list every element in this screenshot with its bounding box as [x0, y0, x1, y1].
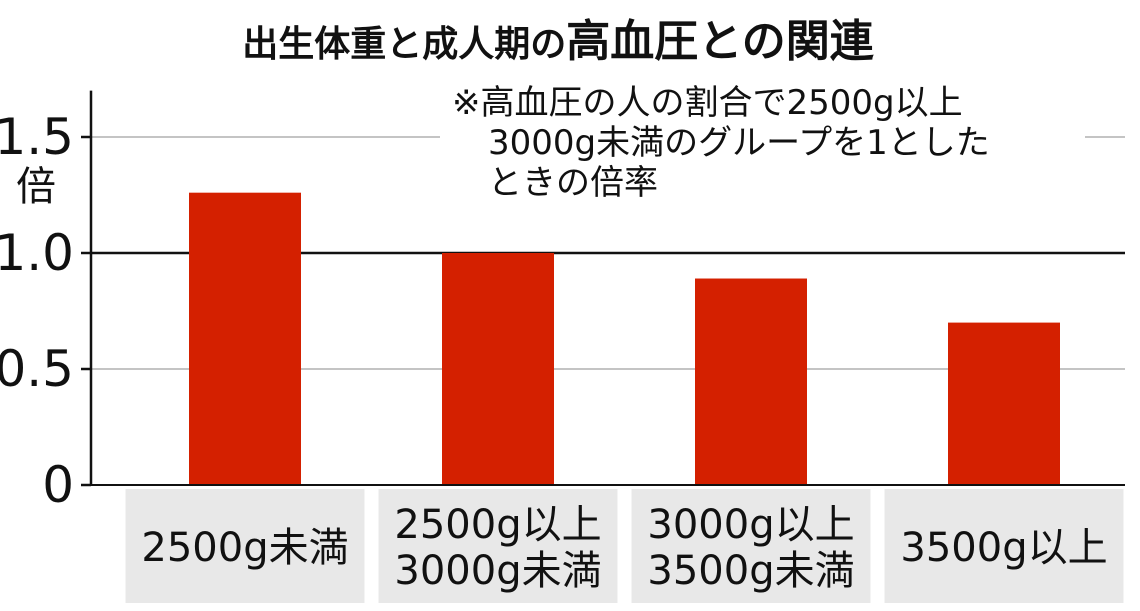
- svg-text:出生体重と成人期の高血圧との関連: 出生体重と成人期の高血圧との関連: [242, 16, 875, 67]
- category-box: [125, 489, 365, 603]
- y-axis: [81, 90, 1125, 487]
- category-label: 2500g未満: [141, 525, 348, 571]
- title-part-2: 高血圧との関連: [566, 16, 875, 67]
- category-label: 3000g未満: [394, 548, 601, 594]
- y-tick-label: 1.5: [0, 108, 74, 166]
- note-line: 3000g未満のグループを1とした: [488, 123, 990, 163]
- category-box: [378, 489, 618, 603]
- category-box: [884, 489, 1124, 603]
- y-tick-labels: 0 0.5 1.0 1.5: [0, 108, 74, 514]
- category-label: 3000g以上: [647, 502, 854, 548]
- title-part-1: 出生体重と成人期の: [242, 24, 566, 65]
- category-box: [631, 489, 871, 603]
- bar: [948, 322, 1060, 485]
- category-label: 2500g以上: [394, 502, 601, 548]
- bars: [189, 192, 1060, 485]
- chart-title: 出生体重と成人期の高血圧との関連: [242, 16, 875, 67]
- y-tick-label: 0: [42, 456, 74, 514]
- bar: [189, 192, 301, 485]
- category-label: 3500g以上: [900, 525, 1107, 571]
- y-tick-label: 0.5: [0, 340, 74, 398]
- y-axis-label: 倍: [16, 164, 56, 210]
- note-background: [440, 80, 1085, 200]
- bar: [442, 253, 554, 485]
- bar: [695, 278, 807, 485]
- note-line: ※高血圧の人の割合で2500g以上: [452, 83, 963, 123]
- category-label: 3500g未満: [647, 548, 854, 594]
- note-line: ときの倍率: [488, 163, 658, 203]
- y-tick-label: 1.0: [0, 224, 74, 282]
